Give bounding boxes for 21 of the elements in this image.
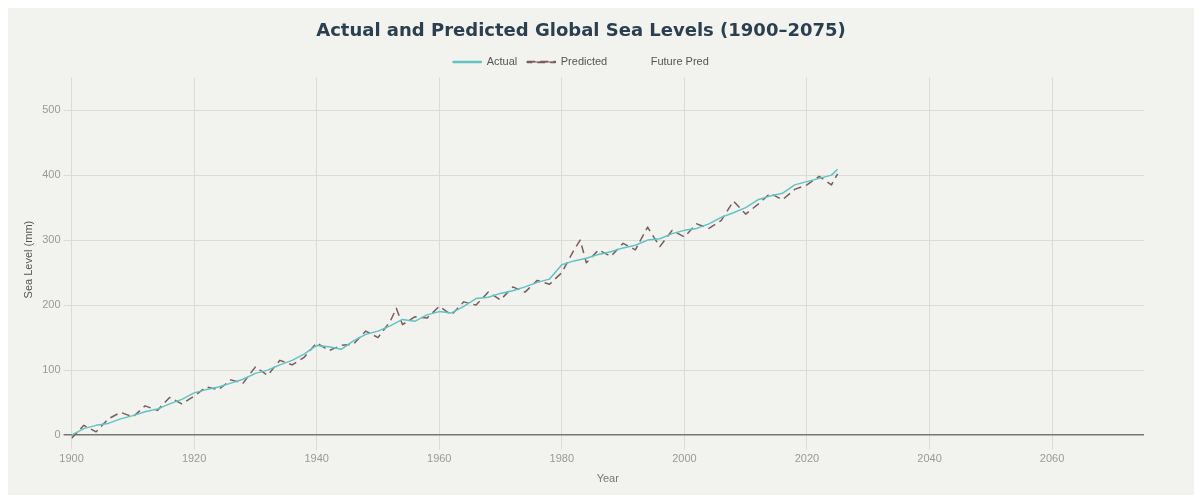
- x-tick-label: 1960: [427, 452, 452, 465]
- x-tick-label: 1900: [59, 452, 84, 465]
- x-tick-label: 1940: [304, 452, 329, 465]
- x-tick-label: 1920: [181, 452, 207, 465]
- y-tick-label: 300: [42, 233, 61, 246]
- text: Future Pred: [650, 55, 709, 68]
- x-tick-label: 2040: [917, 452, 942, 465]
- chart-title: Actual and Predicted Global Sea Levels (1900–2075): [316, 19, 846, 41]
- y-tick-label: 400: [42, 168, 61, 181]
- y-tick-label: 0: [54, 428, 61, 441]
- y-tick-label: 100: [42, 363, 61, 376]
- legend-label: Actual: [486, 55, 518, 68]
- y-tick-label: 500: [42, 103, 61, 116]
- x-tick-label: 1980: [549, 452, 575, 465]
- x-axis-title: Year: [596, 472, 620, 485]
- x-tick-label: 2020: [794, 452, 820, 465]
- x-tick-label: 2060: [1039, 452, 1065, 465]
- y-axis-title: Sea Level (mm): [21, 220, 34, 299]
- x-tick-label: 2000: [672, 452, 697, 465]
- legend-label: Predicted: [560, 55, 608, 68]
- y-tick-label: 200: [42, 298, 61, 311]
